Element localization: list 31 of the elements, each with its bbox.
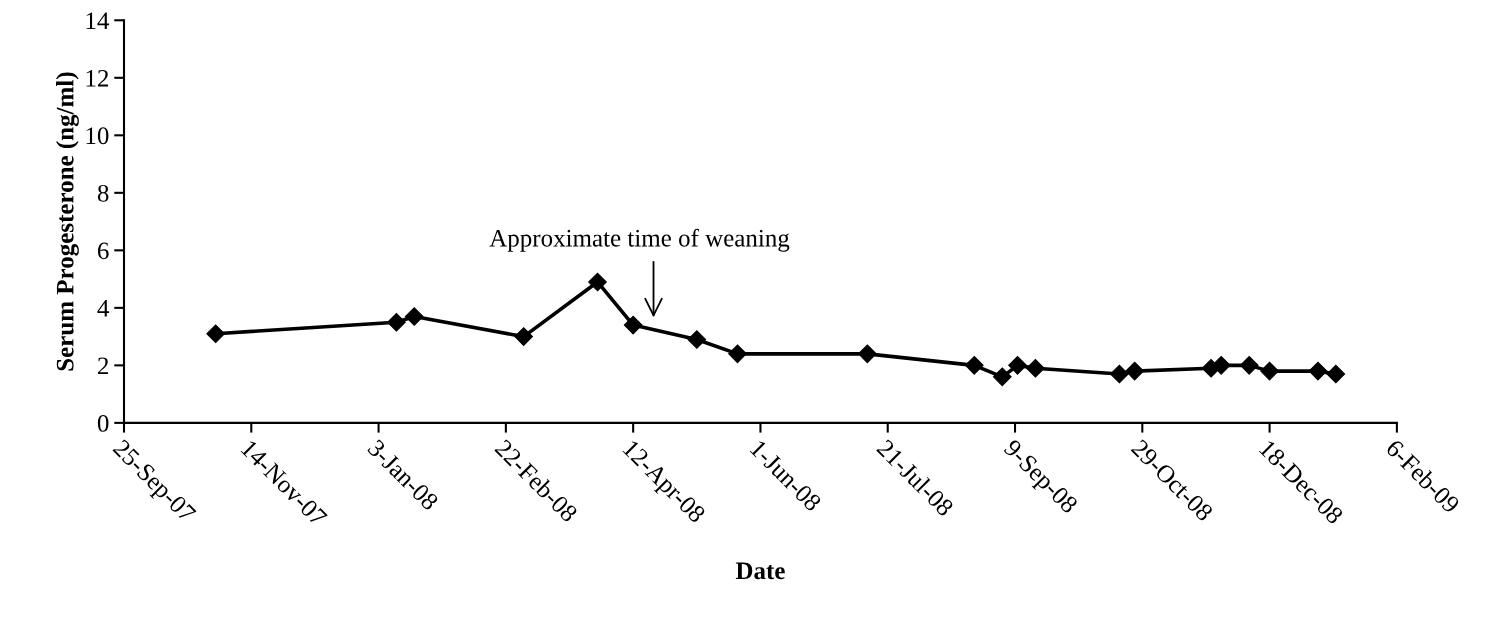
point	[1326, 364, 1346, 384]
point	[404, 307, 424, 326]
point	[1211, 356, 1231, 375]
point	[728, 344, 747, 364]
point	[387, 312, 406, 332]
point	[1260, 361, 1279, 381]
point	[1110, 364, 1129, 384]
point	[992, 367, 1012, 387]
point	[588, 272, 607, 292]
point	[623, 315, 643, 335]
annotation: Approximate time of weaning	[489, 228, 790, 252]
point	[858, 344, 877, 364]
point	[1026, 358, 1045, 378]
point	[1125, 361, 1145, 381]
point	[964, 356, 984, 375]
y-tick-label: 8	[97, 184, 109, 202]
y-tick-label: 2	[98, 357, 109, 375]
y-tick-label: 4	[97, 300, 110, 317]
x-axis-title: Date	[735, 562, 785, 580]
point	[514, 327, 534, 346]
y-tick-label: 12	[86, 69, 109, 87]
point	[1239, 356, 1259, 375]
point	[687, 330, 707, 349]
point	[206, 324, 226, 344]
y-tick-label: 6	[97, 242, 109, 260]
y-axis-title: Serum Progesterone (ng/ml)	[56, 72, 79, 371]
point	[1308, 361, 1328, 381]
y-tick-label: 10	[86, 127, 109, 145]
point	[1008, 356, 1027, 375]
y-tick-label: 0	[97, 414, 109, 432]
y-tick-label: 14	[86, 12, 110, 29]
